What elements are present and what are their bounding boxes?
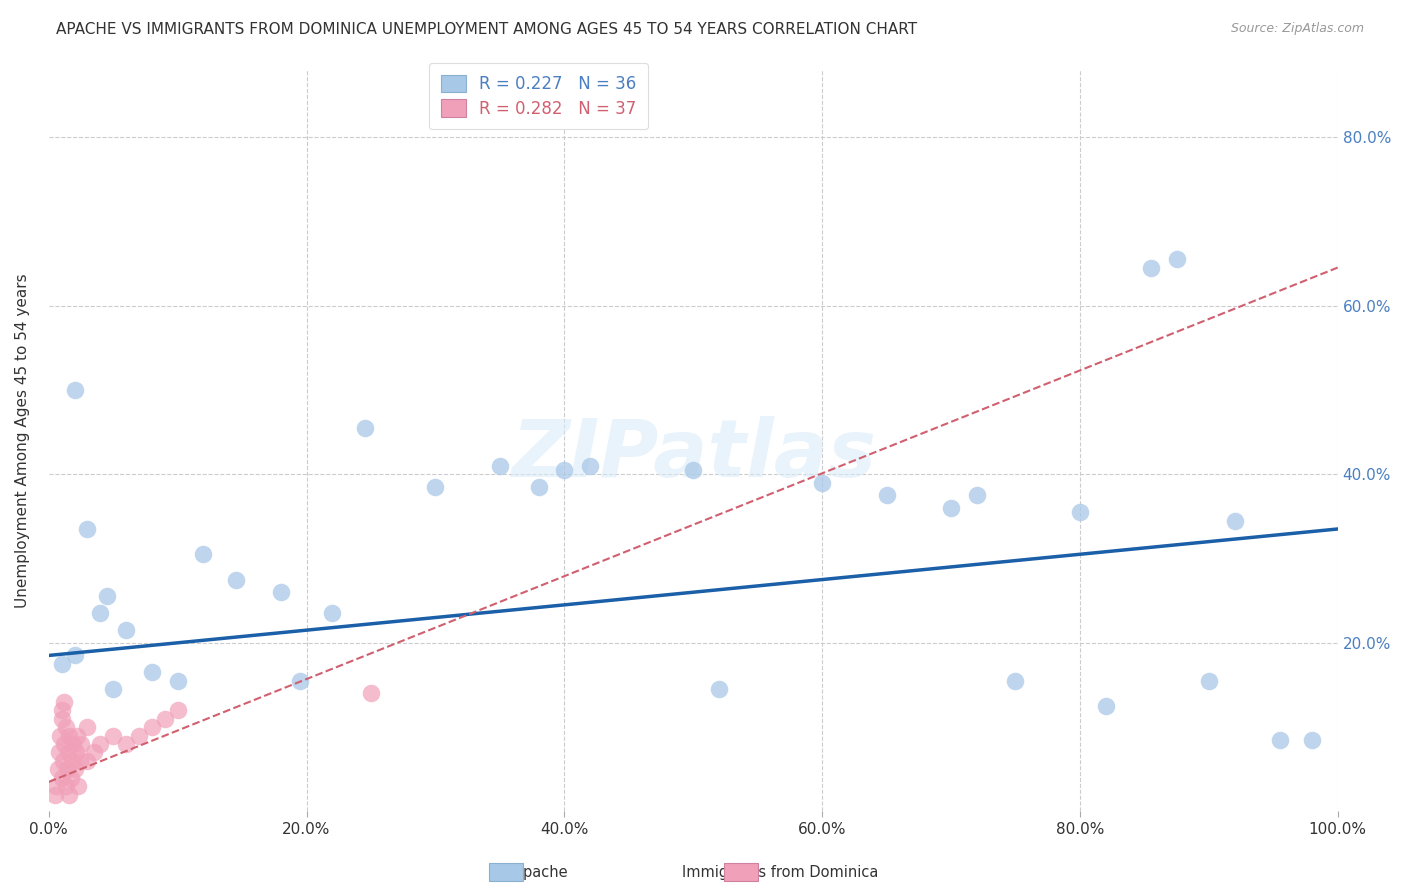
Point [63, 762, 86, 776]
Point [225, 573, 247, 587]
Point [353, 421, 375, 435]
Point [45, 779, 67, 793]
Point [682, 463, 704, 477]
Text: Apache: Apache [515, 865, 568, 880]
Point [55, 720, 77, 734]
Point [89, 607, 111, 621]
Point [55, 779, 77, 793]
Point [56, 762, 79, 776]
Text: Immigrants from Dominica: Immigrants from Dominica [682, 865, 879, 880]
Point [553, 463, 575, 477]
Point [103, 682, 125, 697]
Point [288, 673, 311, 688]
Point [425, 480, 447, 494]
Point [63, 383, 86, 397]
Point [1198, 673, 1220, 688]
Point [69, 754, 91, 768]
Point [70, 737, 93, 751]
Point [46, 762, 69, 776]
Point [48, 746, 70, 760]
Point [1094, 699, 1116, 714]
Point [527, 480, 550, 494]
Point [1139, 260, 1161, 275]
Point [115, 623, 138, 637]
Point [811, 475, 834, 490]
Point [1004, 673, 1026, 688]
Point [62, 737, 84, 751]
Point [707, 682, 730, 697]
Point [44, 788, 66, 802]
Point [166, 673, 188, 688]
Point [1301, 732, 1323, 747]
Point [56, 746, 79, 760]
Point [193, 547, 215, 561]
Point [270, 585, 292, 599]
Point [966, 488, 988, 502]
Point [89, 737, 111, 751]
Point [76, 522, 98, 536]
Point [128, 729, 150, 743]
Point [1069, 505, 1091, 519]
Point [153, 712, 176, 726]
Point [51, 703, 73, 717]
Text: APACHE VS IMMIGRANTS FROM DOMINICA UNEMPLOYMENT AMONG AGES 45 TO 54 YEARS CORREL: APACHE VS IMMIGRANTS FROM DOMINICA UNEMP… [56, 22, 917, 37]
Point [1223, 514, 1246, 528]
Point [58, 788, 80, 802]
Point [60, 754, 83, 768]
Point [579, 458, 602, 473]
Point [67, 779, 90, 793]
Point [83, 746, 105, 760]
Point [141, 665, 163, 680]
Point [76, 720, 98, 734]
Point [141, 720, 163, 734]
Point [53, 737, 76, 751]
Point [321, 607, 343, 621]
Point [1166, 252, 1188, 267]
Legend: R = 0.227   N = 36, R = 0.282   N = 37: R = 0.227 N = 36, R = 0.282 N = 37 [429, 63, 648, 129]
Point [66, 729, 89, 743]
Point [58, 729, 80, 743]
Point [489, 458, 512, 473]
Point [51, 657, 73, 671]
Point [96, 590, 118, 604]
Point [939, 500, 962, 515]
Point [52, 754, 75, 768]
Point [360, 686, 382, 700]
Point [63, 648, 86, 663]
Text: Source: ZipAtlas.com: Source: ZipAtlas.com [1230, 22, 1364, 36]
Y-axis label: Unemployment Among Ages 45 to 54 years: Unemployment Among Ages 45 to 54 years [15, 273, 30, 607]
Point [65, 746, 87, 760]
Point [1268, 732, 1291, 747]
Point [51, 771, 73, 785]
Point [76, 754, 98, 768]
Point [51, 712, 73, 726]
Point [115, 737, 138, 751]
Point [876, 488, 898, 502]
Point [49, 729, 72, 743]
Point [53, 695, 76, 709]
Point [166, 703, 188, 717]
Point [59, 771, 82, 785]
Point [103, 729, 125, 743]
Text: ZIPatlas: ZIPatlas [510, 417, 876, 494]
